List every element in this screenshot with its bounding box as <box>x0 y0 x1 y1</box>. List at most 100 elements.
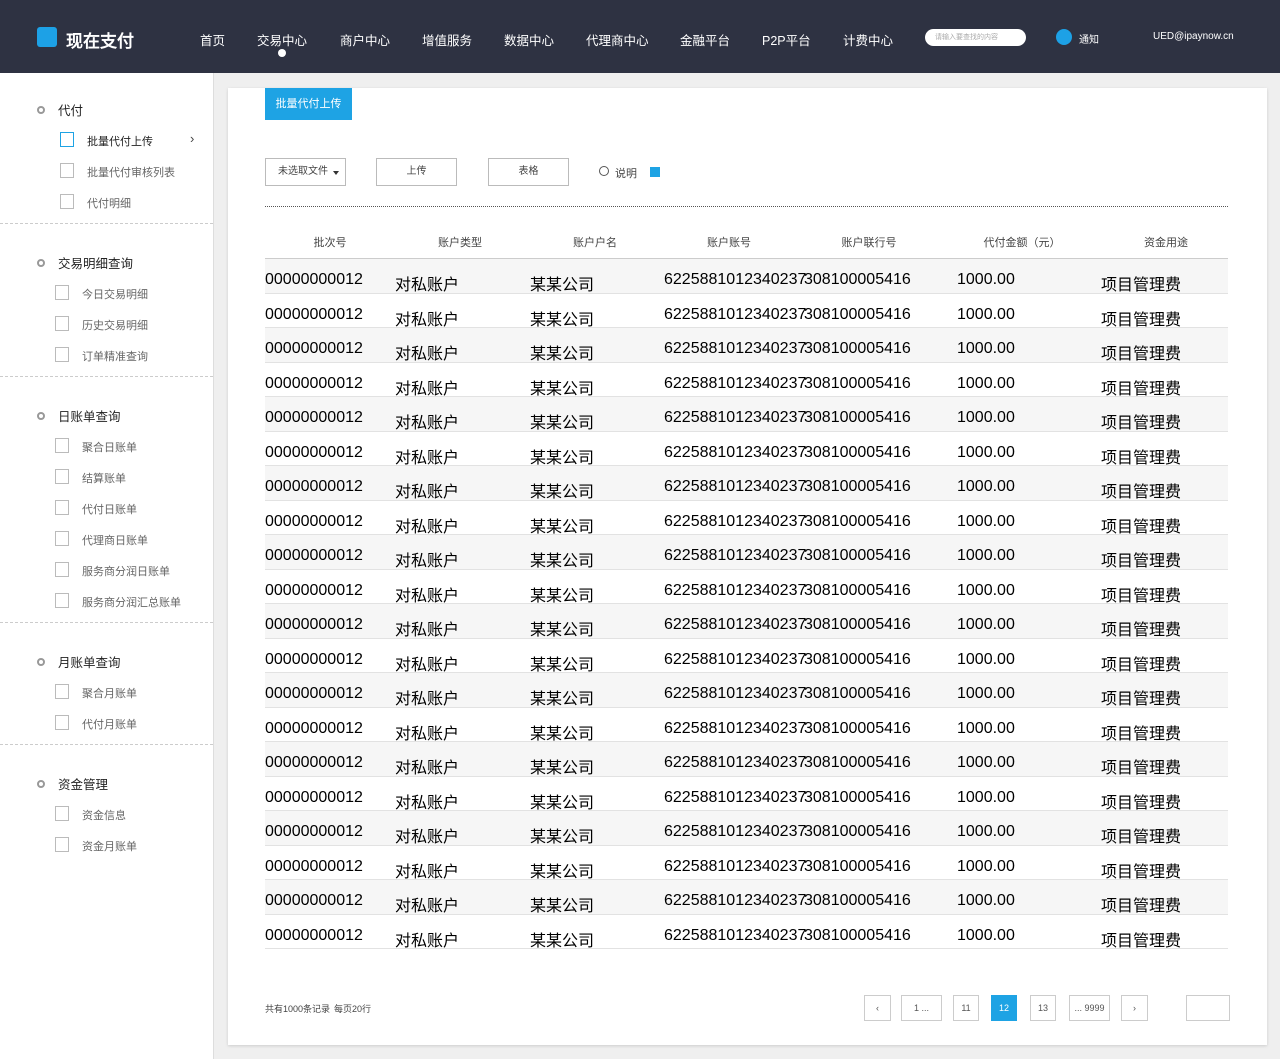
arrow: › <box>190 131 195 146</box>
help[interactable]: 说明 <box>615 168 637 180</box>
group-title[interactable]: 交易明细查询 <box>58 257 134 271</box>
divider <box>265 206 1228 207</box>
cell: 00000000012 <box>265 685 363 702</box>
next-page[interactable]: › <box>1121 995 1148 1021</box>
menu-item[interactable]: 代付月账单 <box>82 719 137 731</box>
cell: 6225881012340237 <box>664 340 807 357</box>
group-title[interactable]: 日账单查询 <box>58 410 121 424</box>
cell: 对私账户 <box>395 484 460 501</box>
cell: 6225881012340237 <box>664 788 807 806</box>
cell: 1000.00 <box>957 685 1015 702</box>
group-title[interactable]: 代付 <box>58 104 84 118</box>
nav-item[interactable]: 计费中心 <box>843 34 894 48</box>
menu-item[interactable]: 资金信息 <box>82 810 126 822</box>
group-dot <box>37 780 45 788</box>
cell: 1000.00 <box>957 926 1015 944</box>
menu-item[interactable]: 资金月账单 <box>82 841 137 853</box>
nav-item[interactable]: 商户中心 <box>340 34 391 48</box>
menu-item[interactable]: 代付明细 <box>87 198 131 210</box>
notify[interactable]: 通知 <box>1079 35 1099 46</box>
prev-page[interactable]: ‹ <box>864 995 891 1021</box>
nav-item[interactable]: 首页 <box>200 34 226 48</box>
column-header: 账户账号 <box>707 237 751 249</box>
nav-item[interactable]: P2P平台 <box>762 34 811 48</box>
table-row <box>265 397 1228 432</box>
cell: 00000000012 <box>265 857 363 875</box>
cell: 00000000012 <box>265 374 363 392</box>
upload[interactable]: 上传 <box>376 158 457 186</box>
cell: 1000.00 <box>957 650 1015 668</box>
cell: 308100005416 <box>804 650 911 668</box>
file-select[interactable]: 未选取文件 <box>265 158 346 186</box>
cell: 00000000012 <box>265 478 363 495</box>
group-title[interactable]: 资金管理 <box>58 778 109 792</box>
cell: 6225881012340237 <box>664 271 807 288</box>
column-header: 账户户名 <box>573 237 617 249</box>
cell: 1000.00 <box>957 409 1015 426</box>
cell: 某某公司 <box>530 311 595 329</box>
menu-item[interactable]: 服务商分润日账单 <box>82 566 170 578</box>
cell: 6225881012340237 <box>664 374 807 392</box>
upload-button[interactable]: 批量代付上传 <box>265 88 352 120</box>
cell: 00000000012 <box>265 754 363 771</box>
cell: 1000.00 <box>957 719 1015 737</box>
logo: 现在支付 <box>66 32 134 51</box>
menu-item[interactable]: 批量代付审核列表 <box>87 167 175 179</box>
menu-item[interactable]: 代理商日账单 <box>82 535 148 547</box>
search-box[interactable]: 请输入要查找的内容 <box>925 29 1026 46</box>
table-button[interactable]: 表格 <box>488 158 569 186</box>
cell: 6225881012340237 <box>664 926 807 944</box>
help-icon <box>599 166 609 176</box>
item-icon <box>55 347 69 362</box>
menu-item[interactable]: 订单精准查询 <box>82 351 148 363</box>
cell: 项目管理费 <box>1101 725 1182 743</box>
cell: 1000.00 <box>957 271 1015 288</box>
cell: 某某公司 <box>530 725 595 743</box>
page-button[interactable]: 11 <box>953 995 979 1021</box>
nav-item[interactable]: 金融平台 <box>680 34 731 48</box>
item-icon <box>55 531 69 546</box>
cell: 00000000012 <box>265 305 363 323</box>
page-button[interactable]: ... 9999 <box>1069 995 1110 1021</box>
menu-item[interactable]: 代付日账单 <box>82 504 137 516</box>
page-button[interactable]: 1 ... <box>901 995 942 1021</box>
group-title[interactable]: 月账单查询 <box>58 656 121 670</box>
cell: 对私账户 <box>395 829 460 846</box>
nav-item[interactable]: 代理商中心 <box>586 34 649 48</box>
menu-item[interactable]: 结算账单 <box>82 473 126 485</box>
user[interactable]: UED@ipaynow.cn <box>1153 31 1234 42</box>
sidebar: 代付批量代付上传 › 批量代付审核列表 代付明细交易明细查询今日交易明细 历史交易明细订… <box>0 73 214 1059</box>
nav-item[interactable]: 增值服务 <box>422 34 473 48</box>
cell: 308100005416 <box>804 719 911 737</box>
page-jump[interactable] <box>1186 995 1230 1021</box>
table-row <box>265 845 1228 880</box>
group-divider <box>0 223 213 224</box>
checkbox[interactable] <box>650 167 660 177</box>
page-button[interactable]: 12 <box>991 995 1017 1021</box>
menu-item[interactable]: 服务商分润汇总账单 <box>82 597 181 609</box>
cell: 6225881012340237 <box>664 754 807 771</box>
cell: 某某公司 <box>530 346 595 363</box>
cell: 对私账户 <box>395 725 460 743</box>
cell: 6225881012340237 <box>664 892 807 909</box>
menu-item[interactable]: 批量代付上传 <box>87 136 153 148</box>
menu-item[interactable]: 今日交易明细 <box>82 289 148 301</box>
cell: 308100005416 <box>804 271 911 288</box>
bell-icon[interactable] <box>1056 29 1072 45</box>
cell: 00000000012 <box>265 443 363 461</box>
table-row <box>265 638 1228 673</box>
item-icon <box>55 316 69 331</box>
item-icon <box>55 438 69 453</box>
cell: 项目管理费 <box>1101 622 1182 639</box>
menu-item[interactable]: 聚合日账单 <box>82 442 137 454</box>
menu-item[interactable]: 历史交易明细 <box>82 320 148 332</box>
menu-item[interactable]: 聚合月账单 <box>82 688 137 700</box>
cell: 6225881012340237 <box>664 478 807 495</box>
nav-item[interactable]: 交易中心 <box>257 34 308 48</box>
nav-item[interactable]: 数据中心 <box>504 34 555 48</box>
cell: 308100005416 <box>804 823 911 840</box>
cell: 某某公司 <box>530 415 595 432</box>
cell: 6225881012340237 <box>664 616 807 633</box>
page-button[interactable]: 13 <box>1030 995 1056 1021</box>
